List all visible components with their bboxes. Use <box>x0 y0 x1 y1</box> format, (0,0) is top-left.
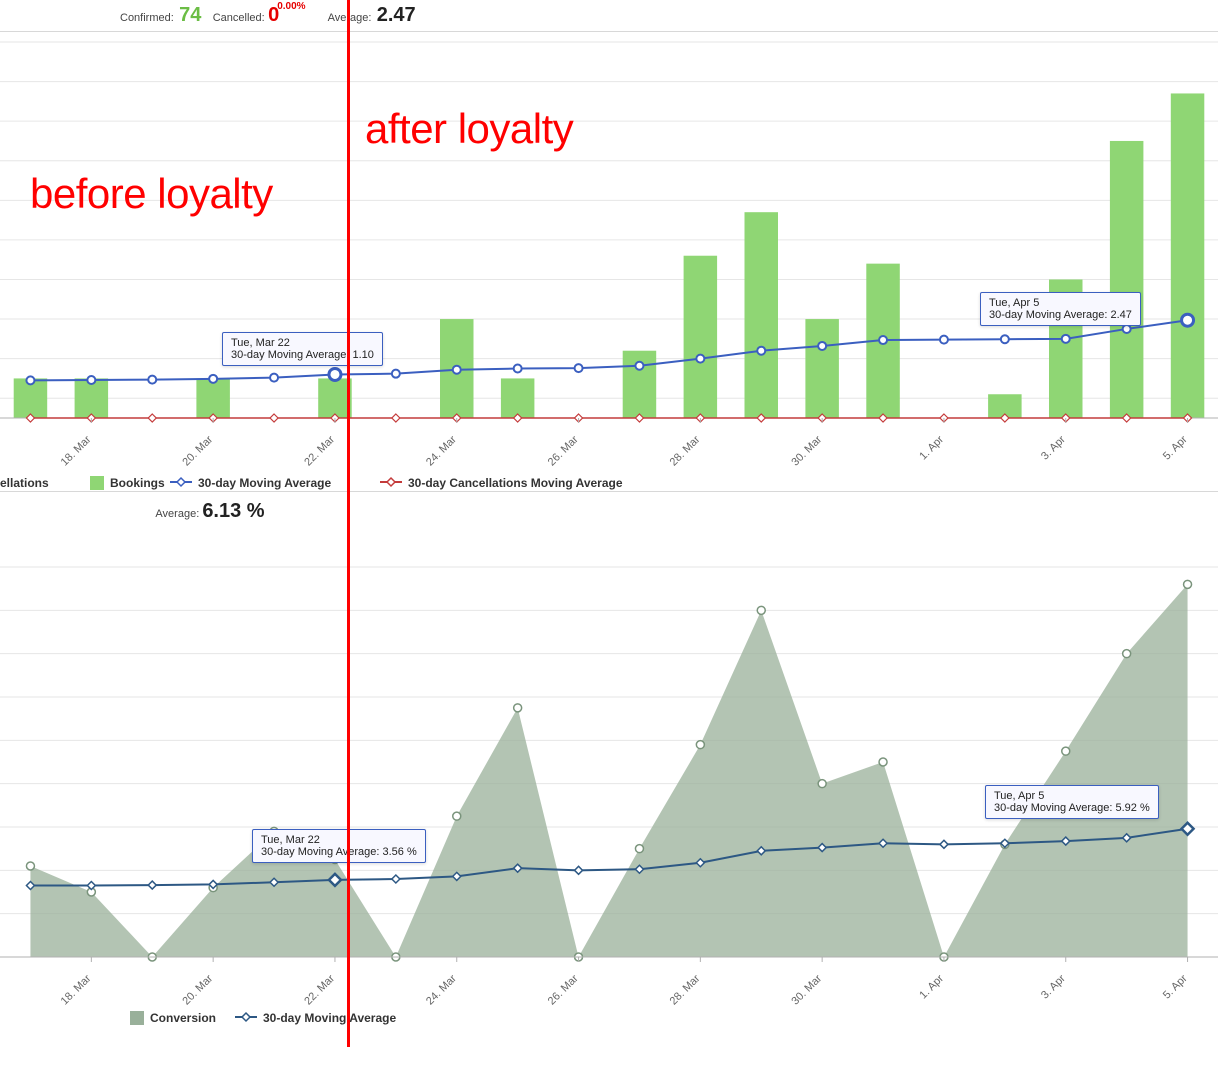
svg-text:18. Mar: 18. Mar <box>59 433 94 468</box>
bookings-chart-panel: 18. Mar 20. Mar 22. Mar 24. Mar 26. Mar 28. M… <box>0 32 1218 492</box>
svg-text:ellations: ellations <box>0 476 49 490</box>
svg-text:24. Mar: 24. Mar <box>424 972 459 1007</box>
after-loyalty-annotation: after loyalty <box>365 105 573 153</box>
svg-text:1. Apr: 1. Apr <box>917 433 946 462</box>
svg-text:22. Mar: 22. Mar <box>302 972 337 1007</box>
svg-text:3. Apr: 3. Apr <box>1039 972 1068 1001</box>
svg-text:5. Apr: 5. Apr <box>1161 433 1190 462</box>
average-value-1: 2.47 <box>377 4 416 26</box>
svg-text:5. Apr: 5. Apr <box>1161 972 1190 1001</box>
confirmed-value: 74 <box>179 4 201 26</box>
svg-text:30-day Cancellations Moving Av: 30-day Cancellations Moving Average <box>408 476 623 490</box>
svg-text:28. Mar: 28. Mar <box>668 972 703 1007</box>
chart2-header: Average: 6.13 % <box>0 492 420 527</box>
svg-text:30. Mar: 30. Mar <box>789 972 824 1007</box>
svg-text:3. Apr: 3. Apr <box>1039 433 1068 462</box>
svg-text:22. Mar: 22. Mar <box>302 433 337 468</box>
svg-text:20. Mar: 20. Mar <box>180 972 215 1007</box>
svg-text:30-day Moving Average: 30-day Moving Average <box>198 476 331 490</box>
cancelled-label: Cancelled: <box>213 12 265 24</box>
svg-text:18. Mar: 18. Mar <box>59 972 94 1007</box>
chart2-tooltip: Tue, Mar 22 30-day Moving Average: 3.56 … <box>252 829 426 863</box>
svg-text:30-day Moving Average: 30-day Moving Average <box>263 1011 396 1025</box>
chart1-tooltip: Tue, Apr 5 30-day Moving Average: 2.47 <box>980 292 1141 326</box>
svg-text:24. Mar: 24. Mar <box>424 433 459 468</box>
loyalty-divider-line <box>347 0 350 1047</box>
conversion-chart-svg: 18. Mar 20. Mar 22. Mar 24. Mar 26. Mar 28. M… <box>0 527 1218 1027</box>
before-loyalty-annotation: before loyalty <box>30 170 273 218</box>
svg-text:28. Mar: 28. Mar <box>668 433 703 468</box>
average-label-2: Average: <box>155 508 199 520</box>
svg-text:1. Apr: 1. Apr <box>917 972 946 1001</box>
confirmed-label: Confirmed: <box>120 12 174 24</box>
header-stats: Confirmed: 74 Cancelled: 00.00% Average:… <box>0 0 1218 32</box>
bookings-chart-svg: 18. Mar 20. Mar 22. Mar 24. Mar 26. Mar 28. M… <box>0 32 1218 492</box>
average-value-2: 6.13 % <box>202 500 264 522</box>
cancelled-pct: 0.00% <box>277 1 305 12</box>
svg-text:26. Mar: 26. Mar <box>546 972 581 1007</box>
svg-text:Conversion: Conversion <box>150 1011 216 1025</box>
chart2-tooltip: Tue, Apr 5 30-day Moving Average: 5.92 % <box>985 785 1159 819</box>
svg-text:30. Mar: 30. Mar <box>789 433 824 468</box>
svg-text:26. Mar: 26. Mar <box>546 433 581 468</box>
svg-text:20. Mar: 20. Mar <box>180 433 215 468</box>
chart1-tooltip: Tue, Mar 22 30-day Moving Average: 1.10 <box>222 332 383 366</box>
svg-text:Bookings: Bookings <box>110 476 165 490</box>
